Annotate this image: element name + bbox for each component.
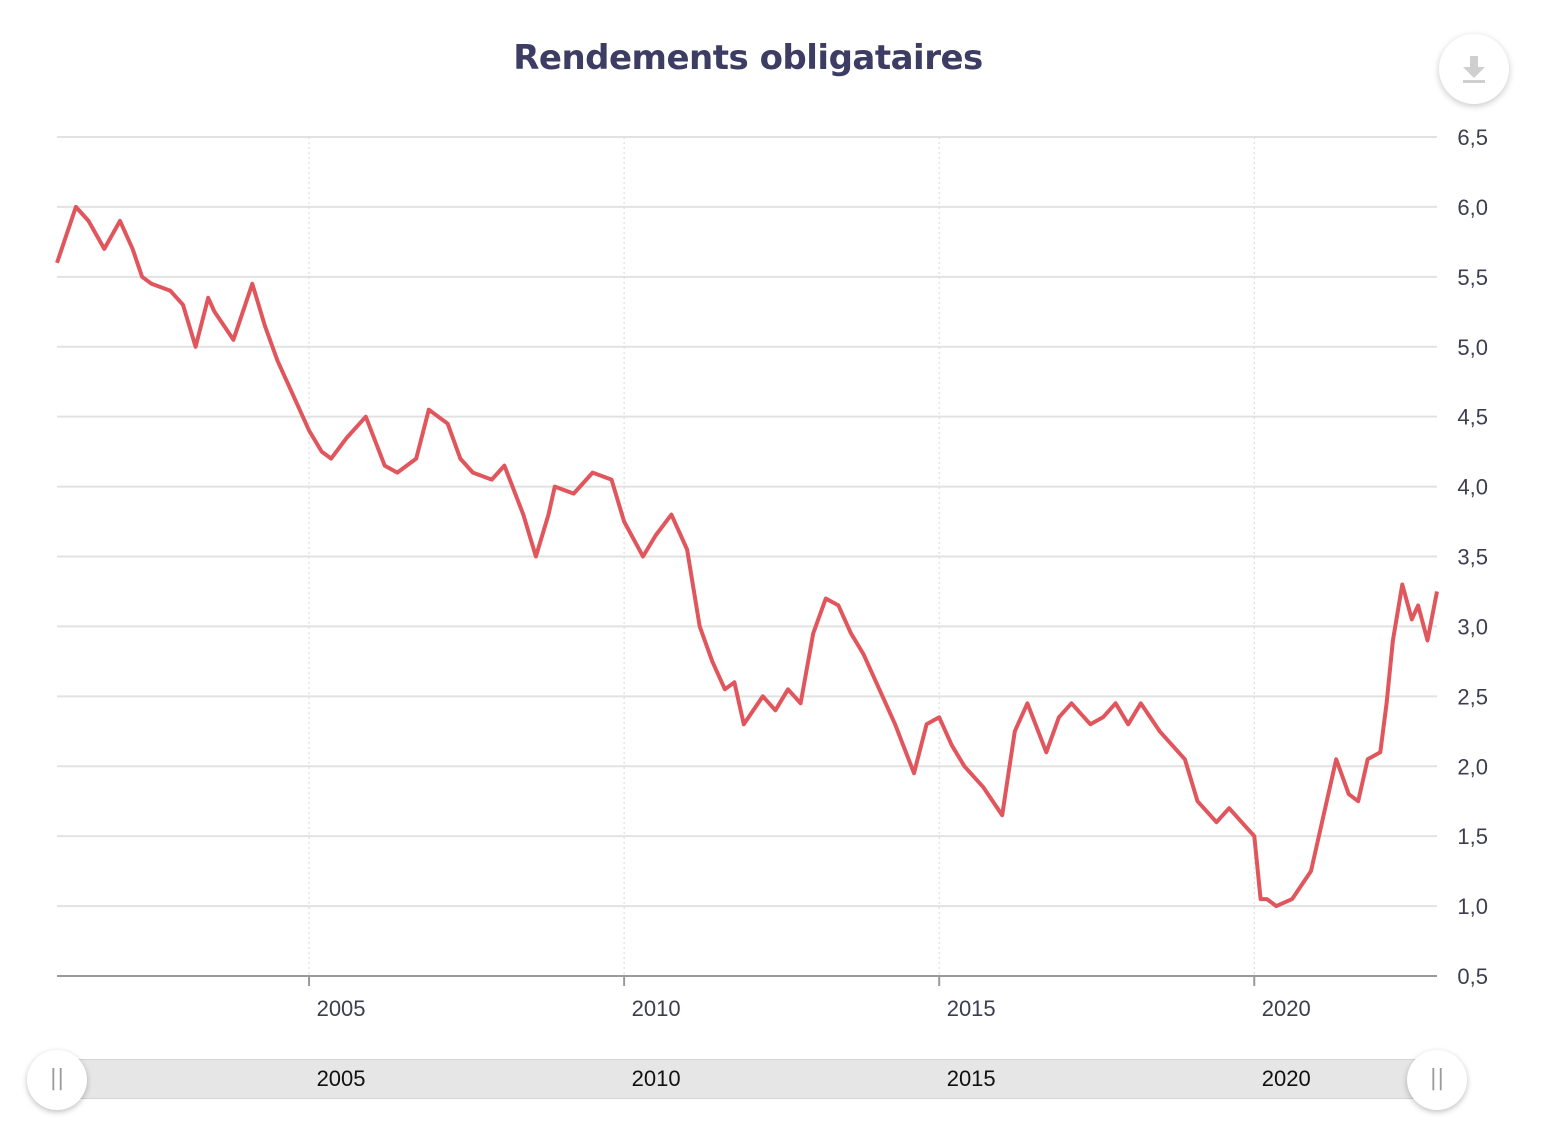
y-tick-label: 3,0 <box>1457 614 1488 639</box>
y-tick-label: 2,5 <box>1457 684 1488 709</box>
download-button[interactable] <box>1439 34 1509 104</box>
x-tick-label: 2005 <box>317 996 366 1021</box>
y-tick-label: 3,5 <box>1457 545 1488 570</box>
line-chart: 0,51,01,52,02,53,03,54,04,55,05,56,06,5 … <box>55 125 1488 1021</box>
gridlines <box>57 136 1437 908</box>
navigator-left-handle[interactable]: || <box>27 1050 87 1110</box>
y-tick-label: 6,5 <box>1457 125 1488 150</box>
x-tick-label: 2020 <box>1262 996 1311 1021</box>
y-tick-label: 1,5 <box>1457 824 1488 849</box>
y-tick-label: 4,5 <box>1457 405 1488 430</box>
y-tick-label: 5,5 <box>1457 265 1488 290</box>
navigator-label: 2005 <box>316 1066 366 1091</box>
download-icon <box>1463 56 1485 83</box>
y-tick-label: 2,0 <box>1457 754 1488 779</box>
navigator-label: 2015 <box>946 1066 996 1091</box>
grip-icon: || <box>1429 1066 1445 1091</box>
y-tick-label: 6,0 <box>1457 195 1488 220</box>
y-tick-label: 0,5 <box>1457 964 1488 989</box>
y-tick-labels: 0,5 1,0 1,5 2,0 2,5 3,0 3,5 4,0 4,5 5,0 5,5 6,0 6,5 <box>1457 125 1488 989</box>
x-tick-labels: 2005 2010 2015 2020 <box>317 996 1311 1021</box>
x-tick-label: 2010 <box>632 996 681 1021</box>
x-ticks <box>308 976 1256 986</box>
chart-title: Rendements obligataires <box>513 38 983 78</box>
y-tick-label: 5,0 <box>1457 335 1488 360</box>
navigator-label: 2020 <box>1261 1066 1311 1091</box>
series-line <box>55 204 1439 909</box>
y-tick-label: 1,0 <box>1457 894 1488 919</box>
range-navigator[interactable] <box>57 1059 1437 1099</box>
navigator-right-handle[interactable]: || <box>1407 1050 1467 1110</box>
grip-icon: || <box>49 1066 65 1091</box>
y-tick-label: 4,0 <box>1457 475 1488 500</box>
navigator-label: 2010 <box>631 1066 681 1091</box>
x-tick-label: 2015 <box>947 996 996 1021</box>
